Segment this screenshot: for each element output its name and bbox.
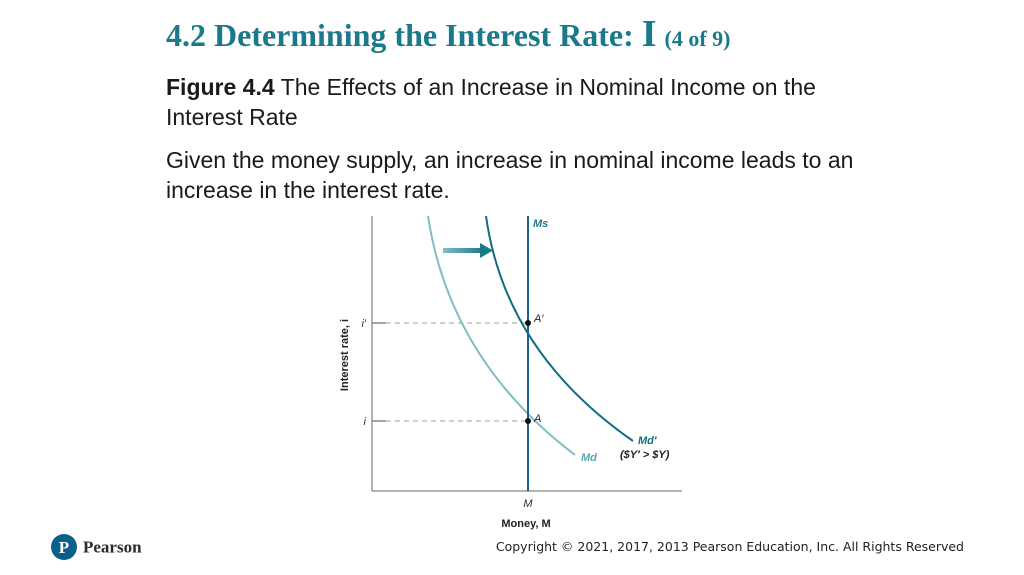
figure-caption-text: The Effects of an Increase in Nominal In… (166, 74, 816, 130)
y-axis-label: Interest rate, i (339, 319, 351, 391)
tick-label-i: i (364, 416, 367, 428)
title-roman-numeral: I (641, 13, 657, 55)
demand-curve-shifted (485, 215, 634, 442)
title-main: 4.2 Determining the Interest Rate: (166, 17, 634, 53)
pearson-logo-text: Pearson (83, 538, 142, 557)
shift-condition-label: ($Y′ > $Y) (620, 449, 670, 461)
shift-arrow-icon (443, 243, 493, 258)
point-a-prime-label: A′ (533, 313, 544, 325)
demand-shifted-label: Md′ (638, 435, 658, 447)
equilibrium-point-a-prime (525, 320, 531, 326)
pearson-logo-icon (51, 534, 77, 560)
svg-text:P: P (59, 538, 69, 557)
point-a-label: A (533, 413, 541, 425)
x-axis-label: Money, M (501, 518, 550, 530)
title-slide-count: (4 of 9) (664, 26, 731, 51)
tick-label-i-prime: i′ (361, 318, 366, 330)
demand-curve-original (427, 215, 576, 456)
figure-label: Figure 4.4 (166, 74, 275, 100)
figure-description: Given the money supply, an increase in n… (166, 147, 854, 203)
equilibrium-point-a (525, 418, 531, 424)
demand-original-label: Md (581, 452, 597, 464)
money-supply-label: Ms (533, 218, 548, 230)
tick-label-m: M (523, 498, 533, 510)
figure-caption: Figure 4.4 The Effects of an Increase in… (166, 72, 886, 132)
copyright-notice: Copyright © 2021, 2017, 2013 Pearson Edu… (495, 539, 964, 554)
pearson-logo: P Pearson (50, 533, 160, 566)
slide-title: 4.2 Determining the Interest Rate: I (4 … (166, 12, 731, 56)
